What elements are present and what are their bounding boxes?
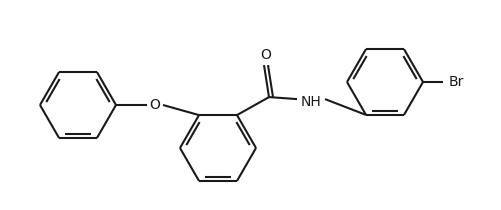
Text: NH: NH — [301, 95, 321, 109]
Text: O: O — [150, 98, 160, 112]
Text: Br: Br — [448, 75, 464, 89]
Text: O: O — [261, 48, 272, 62]
